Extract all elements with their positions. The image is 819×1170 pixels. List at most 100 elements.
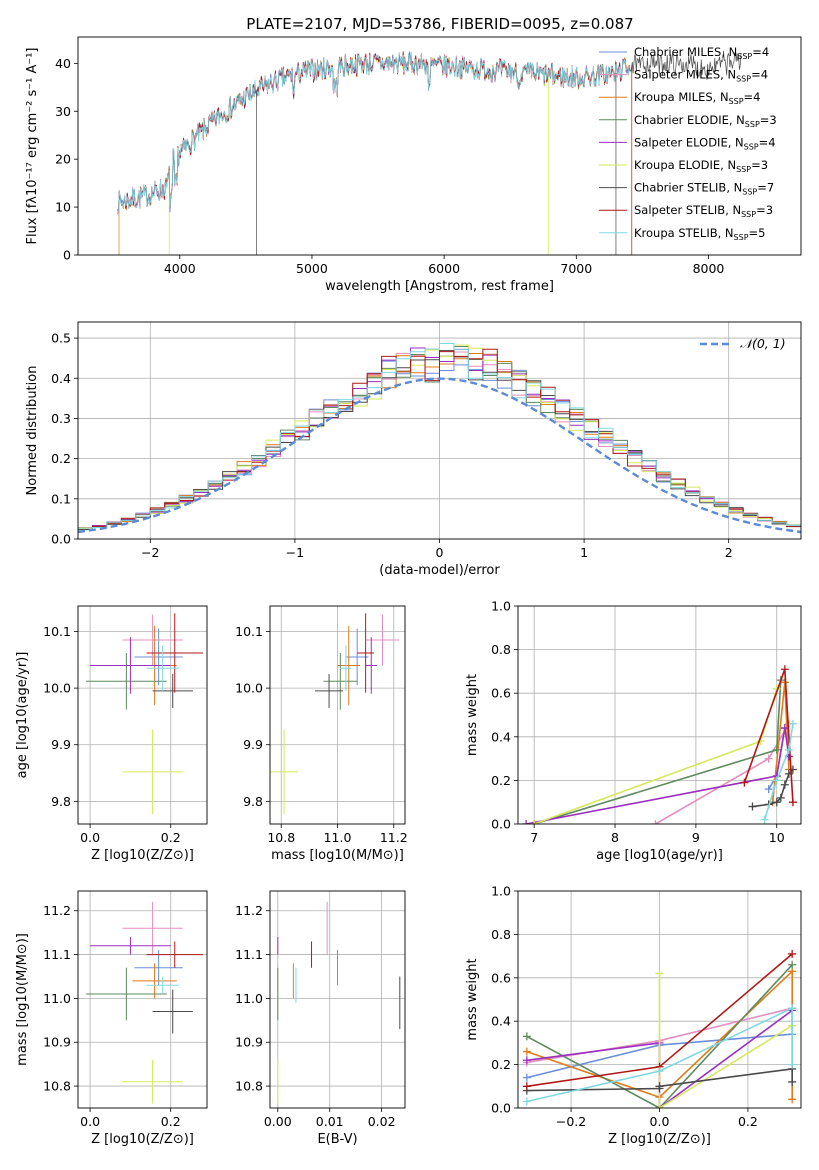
axes-frame: [77, 605, 208, 825]
mass-weight-marker: [764, 785, 773, 794]
y-tick-label: 0.0: [51, 532, 71, 547]
errorbar-point: [315, 673, 344, 708]
spectrum-plot-area: [117, 50, 742, 255]
y-tick-label: 10.9: [235, 1035, 263, 1050]
legend-label: Salpeter MILES, NSSP=4: [634, 68, 768, 84]
y-tick-label: 10.0: [235, 681, 263, 696]
spectrum-line: [117, 51, 630, 255]
y-tick-label: 0.8: [491, 927, 511, 942]
y-tick-label: 0.0: [491, 817, 511, 832]
errorbar-point: [270, 729, 299, 815]
mass-weight-marker: [522, 1082, 531, 1091]
legend-label: Chabrier ELODIE, NSSP=3: [634, 113, 777, 129]
residual_hist-plot-area: [78, 322, 801, 539]
mass_vs_ebv-panel: 0.00 0.01 0.02 10.8 10.9 11.0 11.1 11.2 E(B-V): [235, 890, 406, 1147]
errorbar-point: [146, 613, 203, 693]
mass-weight-marker: [655, 1082, 664, 1091]
x-tick-label: 11.2: [380, 830, 408, 845]
y-tick-label: 10.1: [235, 624, 263, 639]
y-tick-label: 40: [55, 56, 71, 71]
x-tick-label: −1: [286, 545, 304, 560]
y-tick-label: 30: [55, 104, 71, 119]
mass-weight-marker: [530, 820, 539, 824]
axes-frame: [269, 605, 406, 825]
errorbar-point: [86, 967, 167, 1021]
x-tick-label: −0.2: [556, 1114, 586, 1129]
legend-label: Kroupa ELODIE, NSSP=3: [634, 158, 768, 174]
mass-weight-marker: [740, 778, 749, 787]
y-tick-label: 0.5: [51, 331, 71, 346]
y-tick-label: 1.0: [491, 884, 511, 899]
errorbar-point: [146, 976, 179, 995]
spectrum-panel: 4000 5000 6000 7000 8000 0 10 20 30 40 wavelength …: [25, 36, 802, 294]
mass-weight-marker: [655, 1104, 664, 1108]
mass-weight-marker: [522, 820, 531, 824]
x-tick-label: 5000: [296, 261, 328, 276]
y-tick-label: 11.2: [235, 903, 263, 918]
x-axis-label: age [log10(age/yr)]: [596, 848, 723, 863]
mass-weight-series: [525, 727, 790, 824]
massweight_vs_Z-plot-area: [518, 891, 801, 1108]
y-tick-label: 10.8: [235, 1079, 263, 1094]
massweight_vs_Z-panel: −0.2 0.0 0.2 0.0 0.2 0.4 0.6 0.8 1.0 Z [log10(Z/Z…: [465, 884, 802, 1147]
mass-weight-marker: [772, 745, 781, 754]
y-tick-label: 0.0: [491, 1101, 511, 1116]
mass-weight-series: [655, 723, 790, 824]
mass-weight-marker: [788, 1060, 797, 1069]
residual_hist-panel: −2 −1 0 1 2 0.0 0.1 0.2 0.3 0.4 0.5 (data-model)/er…: [25, 321, 802, 578]
errorbar-point: [122, 901, 183, 955]
errorbar-point: [365, 614, 400, 666]
mass-weight-marker: [788, 1004, 797, 1013]
y-tick-label: 20: [55, 152, 71, 167]
errorbar-point: [132, 963, 177, 999]
axes-frame: [517, 890, 802, 1109]
y-tick-label: 1.0: [491, 599, 511, 614]
mass-weight-marker: [522, 1056, 531, 1065]
errorbar-point: [90, 937, 171, 955]
x-tick-label: 4000: [164, 261, 196, 276]
age_vs_Z-plot-area: [78, 606, 207, 824]
x-axis-label: wavelength [Angstrom, rest frame]: [325, 279, 554, 294]
axes-frame: [517, 605, 802, 825]
y-tick-label: 11.1: [43, 947, 71, 962]
mass-weight-marker: [522, 1073, 531, 1082]
x-tick-label: 1: [580, 545, 588, 560]
y-tick-label: 0: [63, 248, 71, 263]
y-tick-label: 10: [55, 200, 71, 215]
y-tick-label: 0.1: [51, 491, 71, 506]
y-axis-label: mass [log10(M/M⊙)]: [15, 933, 30, 1066]
x-axis-label: (data-model)/error: [379, 563, 500, 578]
errorbar-point: [340, 645, 352, 691]
y-tick-label: 10.9: [43, 1035, 71, 1050]
x-axis-label: Z [log10(Z/Z⊙)]: [608, 1132, 711, 1147]
mass-weight-marker: [784, 745, 793, 754]
mass-weight-marker: [780, 724, 789, 733]
x-tick-label: 6000: [428, 261, 460, 276]
y-tick-label: 10.0: [43, 681, 71, 696]
errorbar-point: [122, 1059, 183, 1104]
mass-weight-marker: [522, 1032, 531, 1041]
spectrum-line: [117, 52, 630, 213]
mass-weight-marker: [655, 1067, 664, 1076]
mass-weight-marker: [788, 949, 797, 958]
legend-label: Kroupa MILES, NSSP=4: [634, 90, 760, 106]
y-axis-label: mass weight: [465, 958, 480, 1040]
massweight_vs_age-plot-area: [518, 606, 801, 824]
y-tick-label: 11.2: [43, 903, 71, 918]
mass-weight-marker: [651, 820, 660, 824]
x-axis-label: E(B-V): [317, 1132, 357, 1147]
mass-weight-marker: [780, 780, 789, 789]
y-tick-label: 0.8: [491, 642, 511, 657]
x-tick-label: 7000: [560, 261, 592, 276]
y-tick-label: 0.6: [491, 970, 511, 985]
mass_vs_ebv-plot-area: [270, 891, 405, 1108]
legend-label: Chabrier MILES, NSSP=4: [634, 45, 769, 61]
y-tick-label: 11.0: [43, 991, 71, 1006]
spectrum-line: [117, 52, 630, 255]
errorbar-point: [86, 652, 167, 710]
age_vs_mass-plot-area: [270, 606, 405, 824]
y-tick-label: 11.0: [235, 991, 263, 1006]
mass-weight-marker: [788, 1095, 797, 1104]
legend-label: Kroupa STELIB, NSSP=5: [634, 226, 765, 242]
